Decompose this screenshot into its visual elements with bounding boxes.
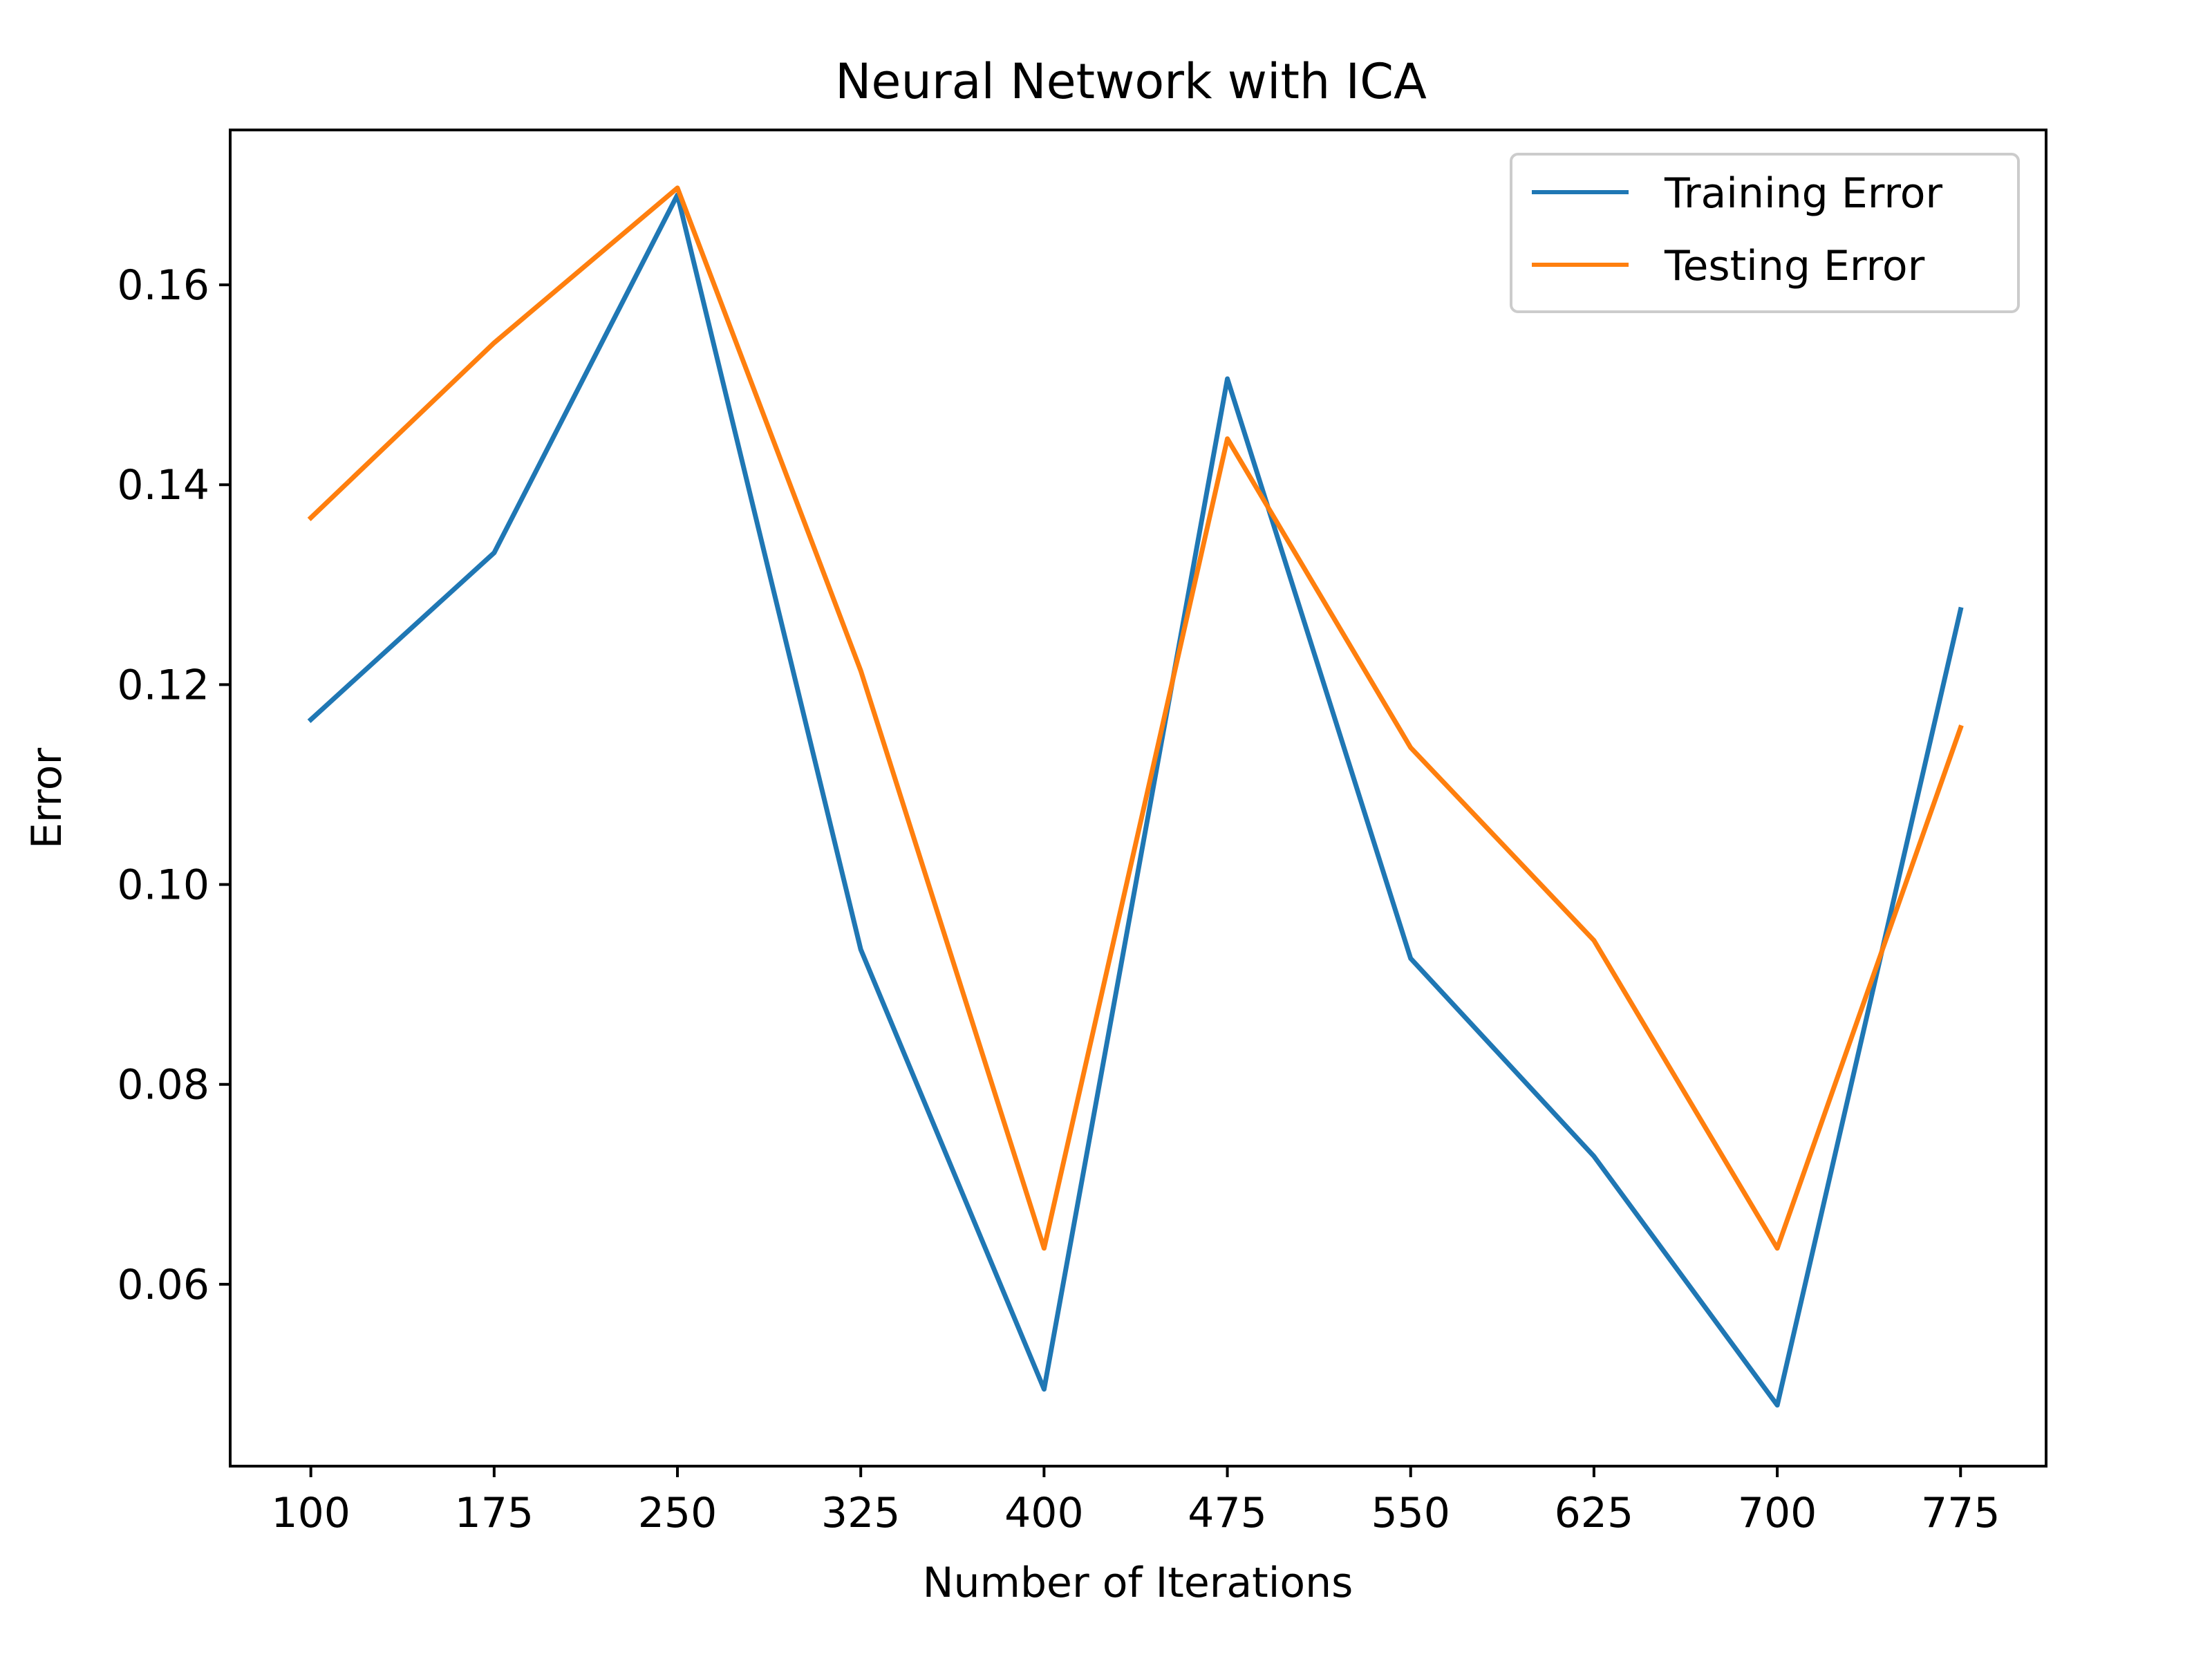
x-tick-label: 550 [1371,1489,1450,1537]
x-tick-label: 700 [1738,1489,1817,1537]
plot-area-frame [229,129,2047,1468]
x-tick-label: 100 [271,1489,350,1537]
x-tick-label: 625 [1555,1489,1634,1537]
y-tick-label: 0.06 [117,1261,209,1309]
plot-lines [307,185,1964,1408]
x-tick-label: 400 [1004,1489,1084,1537]
x-tick-label: 325 [821,1489,901,1537]
legend-label-training-error: Training Error [1664,169,1942,218]
legend-box [1510,153,2020,313]
x-axis-label: Number of Iterations [923,1559,1353,1607]
x-tick-label: 475 [1188,1489,1267,1537]
x-tick-label: 775 [1921,1489,2000,1537]
y-tick-label: 0.16 [117,261,209,310]
series-line-testing-error [307,185,1964,1251]
chart-title: Neural Network with ICA [835,53,1427,110]
x-tick-label: 250 [638,1489,718,1537]
x-axis-ticks: 100 175 250 325 400 475 550 625 700 775 [271,1466,2000,1537]
legend: Training Error Testing Error [1510,153,2020,313]
x-tick-label: 175 [455,1489,534,1537]
series-line-training-error [307,192,1964,1408]
y-axis-ticks: 0.06 0.08 0.10 0.12 0.14 0.16 [117,261,230,1309]
legend-label-testing-error: Testing Error [1664,242,1925,290]
y-axis-label: Error [23,748,71,850]
y-tick-label: 0.14 [117,461,209,509]
y-tick-label: 0.12 [117,661,209,709]
y-tick-label: 0.08 [117,1061,209,1109]
y-tick-label: 0.10 [117,861,209,910]
